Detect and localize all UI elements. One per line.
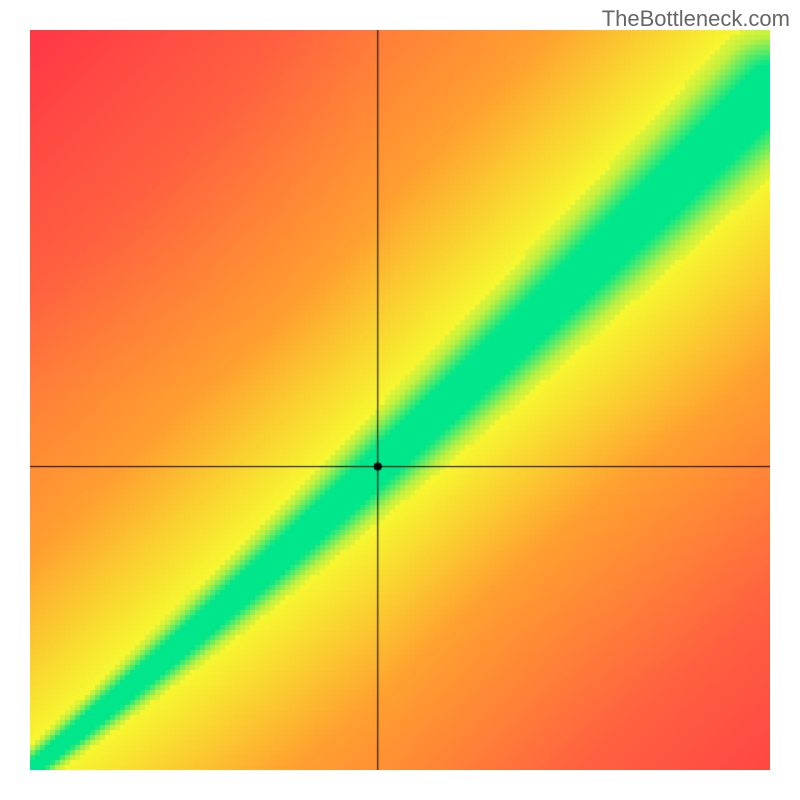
heatmap-plot [30,30,770,770]
heatmap-canvas [30,30,770,770]
watermark-text: TheBottleneck.com [602,6,790,32]
